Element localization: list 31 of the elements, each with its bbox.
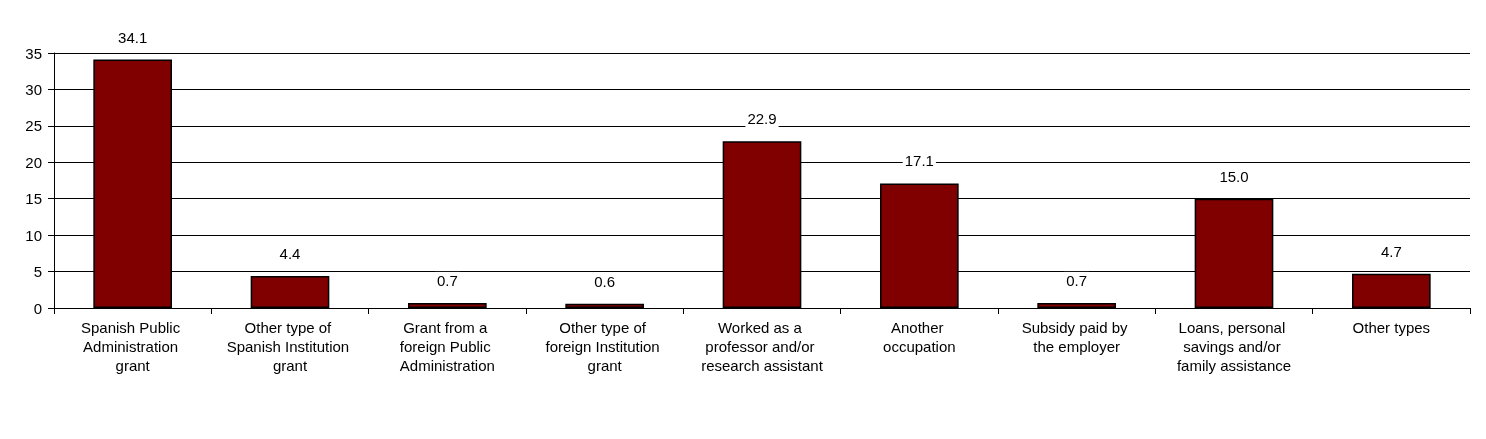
x-tick-label: Loans, personal savings and/or family assistance [1176,319,1292,374]
data-label: 0.6 [594,272,616,290]
data-label: 15.0 [1219,167,1249,185]
bar [1037,302,1116,308]
data-label: 22.9 [747,110,777,128]
y-tick-label: 35 [25,44,42,62]
x-tick-label: Another occupation [883,319,956,355]
y-tick-label: 0 [33,299,42,317]
data-label: 34.1 [118,28,148,46]
x-tick-label: Spanish Public Administration grant [80,319,185,374]
y-tick-label: 5 [33,263,42,281]
bar [565,303,644,308]
x-tick-label: Worked as a professor and/or research assistant [701,319,824,374]
bar [250,275,330,308]
data-label: 4.7 [1380,242,1402,260]
x-tick-label: Grant from a foreign Public Administration [399,319,495,374]
y-tick-label: 20 [25,153,42,171]
bar [1352,273,1431,308]
data-label: 0.7 [1066,271,1088,289]
bar [408,302,487,308]
y-tick-label: 25 [25,117,42,135]
y-tick-label: 15 [25,190,42,208]
x-tick-label: Other type of foreign Institution grant [545,319,664,374]
x-tick-label: Subsidy paid by the employer [1021,319,1132,355]
data-label: 17.1 [904,152,934,170]
y-tick-label: 30 [25,80,42,98]
data-label: 0.7 [436,271,458,289]
x-tick-label: Other types [1352,319,1431,336]
x-tick-label: Other type of Spanish Institution grant [226,319,354,374]
data-label: 4.4 [279,244,301,262]
y-tick-label: 10 [25,226,42,244]
